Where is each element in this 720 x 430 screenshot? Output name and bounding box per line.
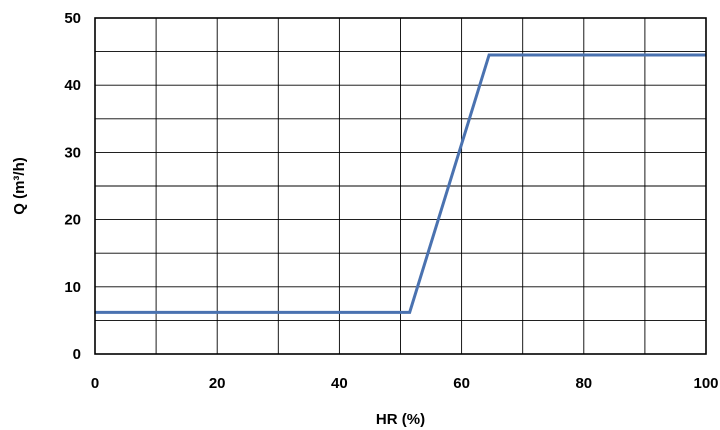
y-tick-label: 20 <box>64 212 81 229</box>
x-tick-label: 80 <box>575 375 592 392</box>
x-tick-label: 100 <box>693 375 718 392</box>
x-tick-labels: 0 20 40 60 80 100 <box>91 375 719 392</box>
y-tick-label: 50 <box>64 10 81 27</box>
series-line <box>95 53 706 314</box>
grid <box>95 18 706 354</box>
x-tick-label: 0 <box>91 375 99 392</box>
y-tick-label: 30 <box>64 144 81 161</box>
y-tick-label: 40 <box>64 77 81 94</box>
y-axis-title: Q (m³/h) <box>11 157 28 215</box>
y-tick-label: 0 <box>73 346 81 363</box>
x-tick-label: 60 <box>453 375 470 392</box>
y-tick-labels: 0 10 20 30 40 50 <box>64 10 81 363</box>
y-tick-label: 10 <box>64 279 81 296</box>
series-layer <box>95 53 706 314</box>
plot-frame <box>94 17 707 355</box>
x-tick-label: 20 <box>209 375 226 392</box>
x-tick-label: 40 <box>331 375 348 392</box>
x-axis-title: HR (%) <box>376 411 425 428</box>
